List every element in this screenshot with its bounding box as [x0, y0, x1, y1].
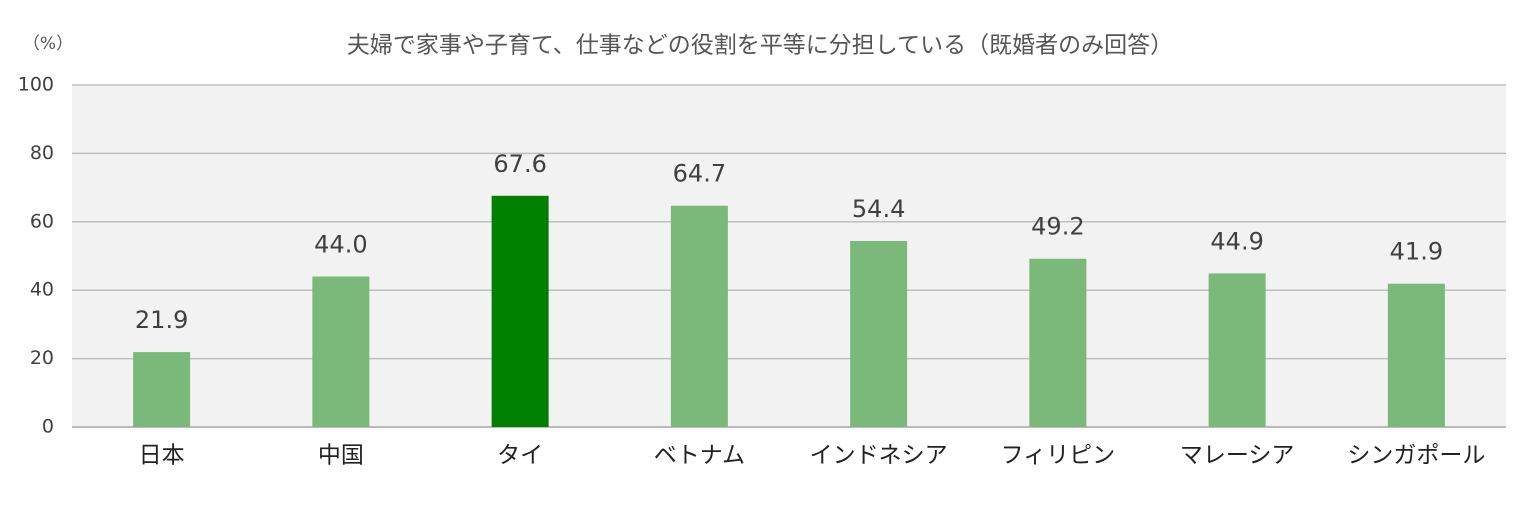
x-tick-label: フィリピン — [1001, 443, 1116, 469]
y-tick-label: 100 — [18, 74, 54, 96]
bar — [1387, 283, 1445, 427]
y-tick-label: 20 — [30, 347, 54, 369]
value-label: 41.9 — [1390, 238, 1443, 266]
x-tick-label: シンガポール — [1347, 443, 1485, 469]
y-tick-label: 80 — [30, 142, 54, 164]
value-label: 21.9 — [135, 306, 188, 334]
bar — [670, 205, 728, 427]
bar — [491, 195, 549, 427]
x-tick-label: インドネシア — [810, 443, 948, 469]
x-tick-label: タイ — [497, 443, 543, 469]
bar — [1208, 273, 1266, 427]
value-label: 64.7 — [673, 160, 726, 188]
plot-area — [72, 85, 1506, 427]
bar — [1029, 258, 1087, 427]
y-axis-label: （%） — [23, 34, 73, 54]
bar — [312, 276, 370, 427]
bar — [133, 352, 191, 427]
value-label: 49.2 — [1031, 213, 1084, 241]
x-tick-label: ベトナム — [654, 443, 745, 469]
value-label: 54.4 — [852, 195, 905, 223]
y-tick-label: 40 — [30, 279, 54, 301]
y-tick-label: 0 — [42, 416, 54, 438]
bar — [850, 240, 908, 427]
x-tick-label: マレーシア — [1180, 443, 1295, 469]
x-tick-label: 日本 — [139, 443, 185, 469]
y-tick-label: 60 — [30, 210, 54, 232]
value-label: 44.0 — [314, 231, 367, 259]
value-label: 67.6 — [493, 150, 546, 178]
x-tick-label: 中国 — [318, 443, 364, 469]
value-label: 44.9 — [1210, 227, 1263, 255]
chart-title: 夫婦で家事や子育て、仕事などの役割を平等に分担している（既婚者のみ回答） — [347, 33, 1173, 59]
